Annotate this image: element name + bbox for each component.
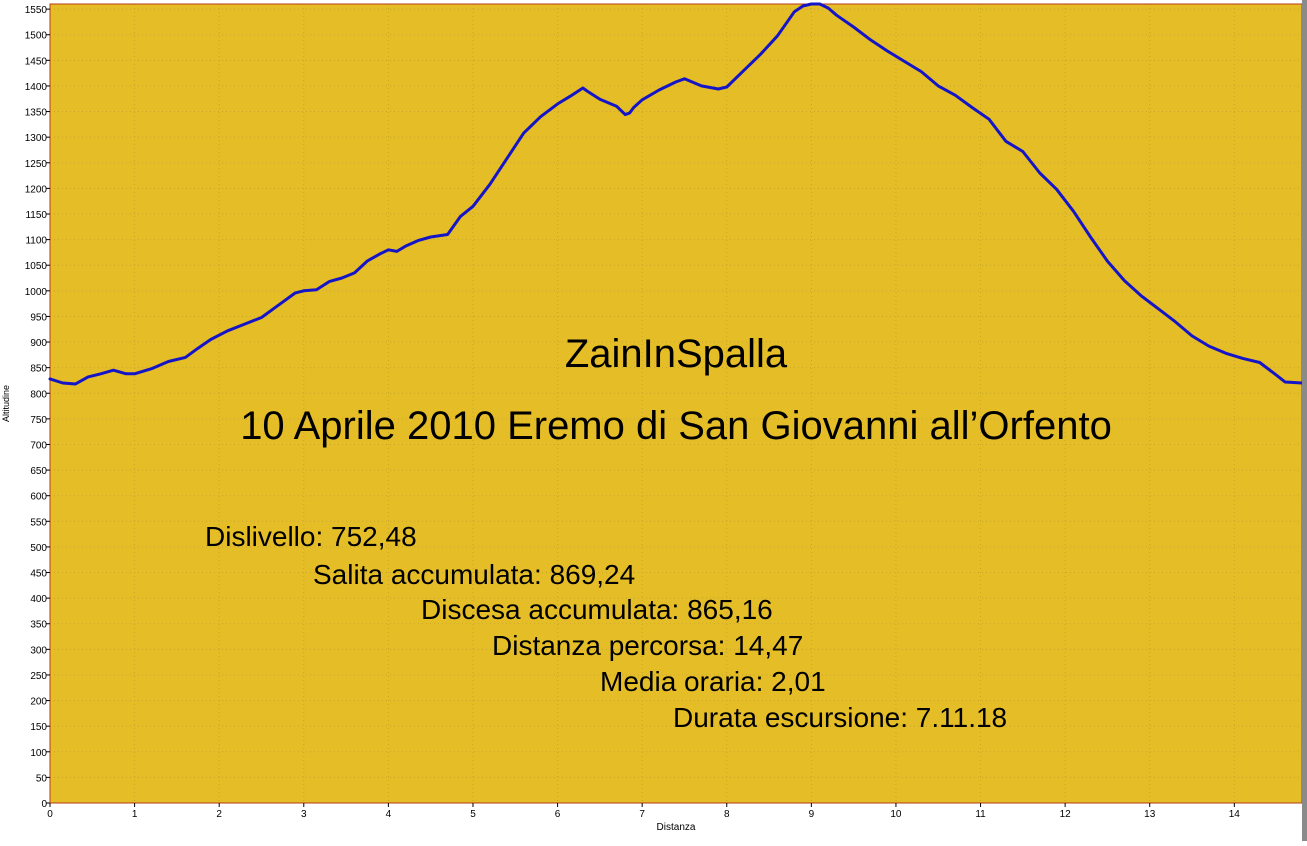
stat-salita: Salita accumulata: 869,24 xyxy=(313,559,636,590)
x-tick-label: 2 xyxy=(216,809,222,820)
x-tick-label: 9 xyxy=(809,809,815,820)
x-tick-label: 3 xyxy=(301,809,307,820)
y-tick-label: 1150 xyxy=(25,210,47,221)
x-tick-label: 13 xyxy=(1144,809,1156,820)
stat-media-oraria: Media oraria: 2,01 xyxy=(600,666,826,697)
y-tick-label: 1550 xyxy=(25,5,48,16)
stat-distanza: Distanza percorsa: 14,47 xyxy=(492,630,804,661)
y-tick-label: 1450 xyxy=(25,56,48,67)
y-tick-label: 1300 xyxy=(25,133,48,144)
series-line-altitude xyxy=(48,2,1304,386)
y-tick-label: 1200 xyxy=(25,184,48,195)
y-tick-label: 1100 xyxy=(25,236,47,247)
y-tick-label: 550 xyxy=(30,517,47,528)
y-tick-label: 1250 xyxy=(25,159,48,170)
y-tick-label: 1050 xyxy=(25,261,48,272)
y-tick-label: 650 xyxy=(30,466,47,477)
x-tick-label: 8 xyxy=(724,809,730,820)
x-tick-label: 4 xyxy=(386,809,392,820)
grid-lines xyxy=(50,4,1302,803)
x-axis-label: Distanza xyxy=(657,822,696,833)
x-tick-label: 7 xyxy=(639,809,645,820)
y-tick-label: 450 xyxy=(30,569,47,580)
y-tick-label: 900 xyxy=(30,338,47,349)
stat-discesa: Discesa accumulata: 865,16 xyxy=(421,594,773,625)
y-tick-label: 200 xyxy=(30,697,47,708)
x-tick-label: 5 xyxy=(470,809,476,820)
y-tick-label: 300 xyxy=(30,645,47,656)
y-tick-label: 800 xyxy=(30,389,47,400)
y-tick-label: 0 xyxy=(41,799,47,810)
y-tick-label: 500 xyxy=(30,543,47,554)
x-tick-label: 11 xyxy=(975,809,986,820)
y-tick-label: 400 xyxy=(30,594,47,605)
y-tick-label: 250 xyxy=(30,671,47,682)
x-tick-label: 10 xyxy=(890,809,902,820)
x-tick-label: 0 xyxy=(47,809,53,820)
y-tick-label: 1400 xyxy=(25,82,48,93)
y-axis-label: Altitudine xyxy=(1,385,11,422)
x-tick-label: 12 xyxy=(1060,809,1072,820)
series-layer xyxy=(48,2,1304,386)
tick-labels: 0 1 2 3 4 5 6 7 8 9 10 11 12 13 1405010015020025030035… xyxy=(25,5,1241,820)
y-tick-label: 1500 xyxy=(25,31,48,42)
y-tick-label: 950 xyxy=(30,312,47,323)
y-tick-label: 150 xyxy=(30,722,47,733)
y-tick-label: 750 xyxy=(30,415,47,426)
y-tick-label: 350 xyxy=(30,620,47,631)
y-tick-label: 600 xyxy=(30,492,47,503)
chart-title: ZainInSpalla xyxy=(564,332,788,376)
chart-subtitle: 10 Aprile 2010 Eremo di San Giovanni all… xyxy=(240,404,1112,448)
y-tick-label: 100 xyxy=(30,748,47,759)
y-tick-label: 1000 xyxy=(25,287,48,298)
x-tick-label: 1 xyxy=(132,809,138,820)
y-tick-label: 50 xyxy=(36,773,48,784)
y-tick-label: 1350 xyxy=(25,108,48,119)
stat-durata: Durata escursione: 7.11.18 xyxy=(673,702,1008,733)
window-edge xyxy=(1302,0,1307,841)
x-tick-label: 6 xyxy=(555,809,561,820)
y-tick-label: 850 xyxy=(30,364,47,375)
x-tick-label: 14 xyxy=(1229,809,1241,820)
stat-dislivello: Dislivello: 752,48 xyxy=(205,521,417,552)
y-tick-label: 700 xyxy=(30,440,47,451)
